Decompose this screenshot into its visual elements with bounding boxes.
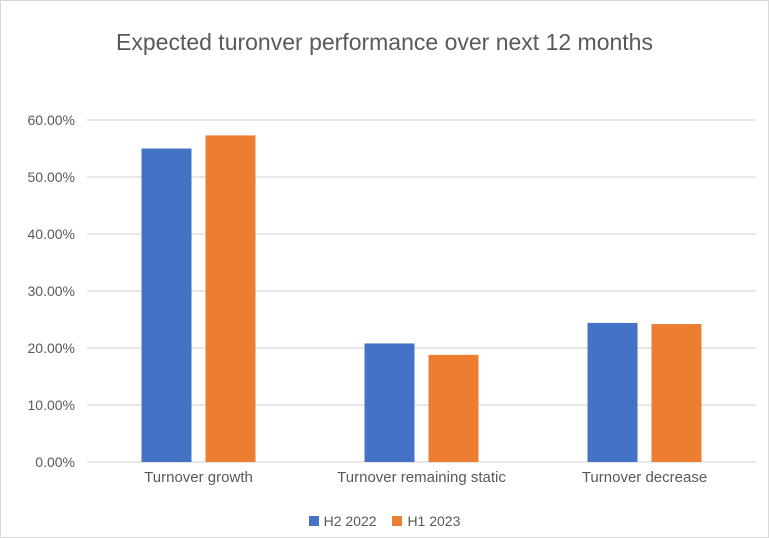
legend-label: H1 2023 — [407, 513, 461, 529]
bar-h2-2022 — [364, 343, 415, 462]
x-tick-label: Turnover decrease — [582, 469, 707, 486]
x-tick-label: Turnover growth — [144, 469, 253, 486]
legend-swatch — [308, 516, 319, 526]
legend: H2 2022 H1 2023 — [1, 513, 768, 529]
legend-item-h2-2022: H2 2022 — [308, 513, 377, 529]
bar-h1-2023 — [205, 135, 256, 462]
y-tick-label: 60.00% — [28, 112, 75, 128]
y-tick-label: 30.00% — [28, 283, 75, 299]
bar-h1-2023 — [651, 324, 702, 462]
bar-h2-2022 — [141, 148, 192, 462]
x-tick-label: Turnover remaining static — [337, 469, 506, 486]
bar-h2-2022 — [587, 322, 638, 462]
y-tick-label: 50.00% — [28, 169, 75, 185]
chart-title: Expected turonver performance over next … — [116, 29, 653, 55]
y-tick-label: 20.00% — [28, 340, 75, 356]
y-tick-label: 40.00% — [28, 226, 75, 242]
legend-label: H2 2022 — [323, 513, 377, 529]
y-tick-label: 0.00% — [35, 454, 75, 470]
legend-item-h1-2023: H1 2023 — [392, 513, 460, 529]
legend-swatch — [392, 516, 403, 526]
bar-h1-2023 — [428, 354, 479, 462]
y-tick-label: 10.00% — [28, 397, 75, 413]
